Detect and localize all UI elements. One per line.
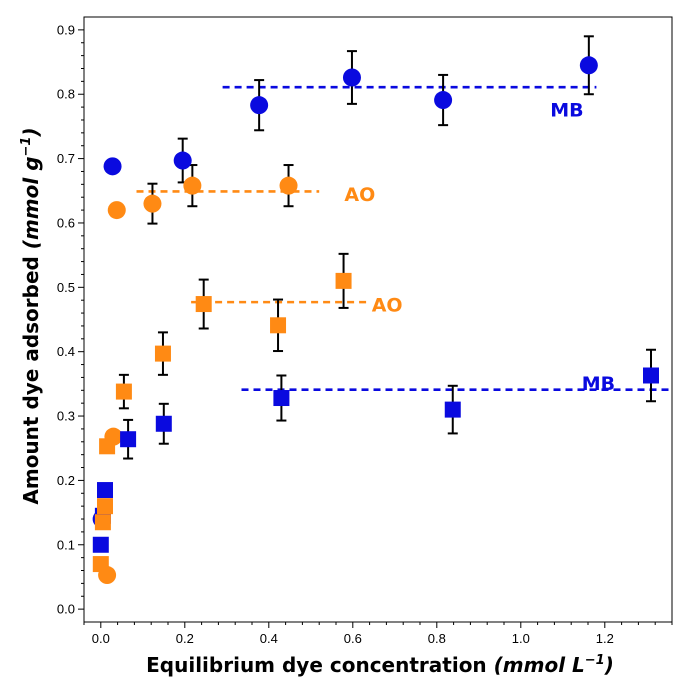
y-tick-label: 0.1 bbox=[57, 537, 75, 552]
data-point-circle bbox=[107, 201, 126, 220]
y-tick-label: 0.8 bbox=[57, 87, 75, 102]
y-tick-label: 0.4 bbox=[57, 344, 75, 359]
data-point-square bbox=[92, 556, 109, 573]
data-point-square bbox=[273, 390, 290, 407]
data-point-circle bbox=[579, 56, 598, 75]
data-point-circle bbox=[183, 176, 202, 195]
data-point-square bbox=[643, 367, 659, 384]
data-point-circle bbox=[103, 157, 122, 176]
plot-frame bbox=[83, 16, 673, 623]
data-point-square bbox=[444, 401, 461, 418]
annotations: MB AO AO MB bbox=[344, 100, 615, 396]
y-tick-label: 0.5 bbox=[57, 280, 75, 295]
data-point-circle bbox=[250, 96, 269, 115]
data-point-square bbox=[195, 296, 212, 313]
data-point-square bbox=[335, 272, 352, 289]
data-point-square bbox=[99, 438, 116, 455]
y-axis-title: Amount dye adsorbed (mmol g−1) bbox=[19, 127, 43, 504]
data-point-circle bbox=[173, 151, 192, 170]
data-point-square bbox=[270, 317, 287, 334]
data-points bbox=[92, 56, 659, 585]
y-tick-label: 0.0 bbox=[57, 602, 75, 617]
x-tick-label: 0.8 bbox=[428, 631, 446, 646]
series-annotation: MB bbox=[582, 373, 615, 395]
y-tick-label: 0.3 bbox=[57, 409, 75, 424]
axes: 0.0 0.1 0.2 0.3 0.4 0.5 0.6 0.7 0.8 0.9 0.0 0.2 0.4 0… bbox=[57, 16, 673, 646]
x-tick-label: 0.4 bbox=[260, 631, 278, 646]
x-axis-title: Equilibrium dye concentration (mmol L−1) bbox=[146, 653, 614, 677]
series-annotation: MB bbox=[550, 100, 583, 122]
y-tick-label: 0.9 bbox=[57, 22, 75, 37]
data-point-square bbox=[94, 514, 111, 531]
data-point-circle bbox=[143, 194, 162, 213]
x-tick-label: 0.6 bbox=[344, 631, 362, 646]
x-tick-label: 1.2 bbox=[596, 631, 614, 646]
data-point-square bbox=[155, 415, 172, 432]
data-point-square bbox=[97, 482, 113, 499]
y-tick-label: 0.2 bbox=[57, 473, 75, 488]
y-tick-label: 0.6 bbox=[57, 215, 75, 230]
plateau-lines bbox=[136, 85, 672, 391]
data-point-circle bbox=[434, 91, 453, 110]
data-point-circle bbox=[342, 68, 361, 87]
data-point-square bbox=[92, 536, 109, 553]
data-point-square bbox=[154, 345, 171, 362]
data-point-circle bbox=[279, 176, 298, 195]
series-annotation: AO bbox=[372, 295, 403, 317]
data-point-square bbox=[115, 383, 132, 400]
x-tick-label: 0.2 bbox=[176, 631, 194, 646]
y-tick-label: 0.7 bbox=[57, 151, 75, 166]
x-tick-label: 1.0 bbox=[512, 631, 530, 646]
x-tick-label: 0.0 bbox=[92, 631, 110, 646]
data-point-square bbox=[120, 431, 137, 448]
series-annotation: AO bbox=[344, 184, 375, 206]
data-point-square bbox=[97, 498, 113, 515]
